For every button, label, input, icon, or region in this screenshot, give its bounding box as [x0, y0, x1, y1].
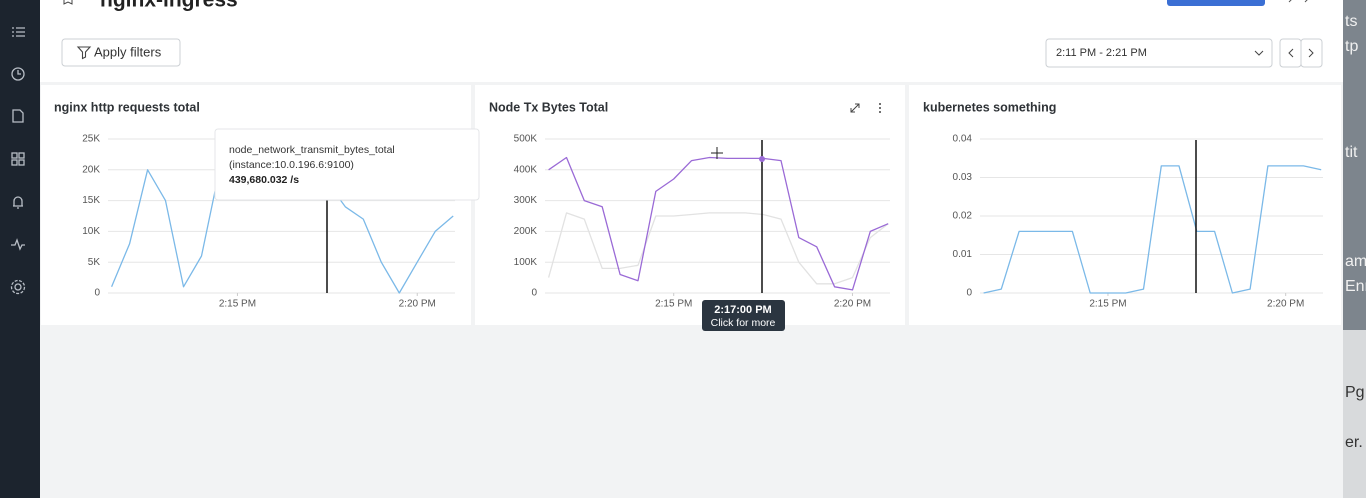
dashboard-title: nginx-ingress — [100, 0, 238, 12]
series-line — [983, 165, 1322, 294]
panel-title: kubernetes something — [923, 100, 1056, 114]
panel-title: nginx http requests total — [54, 100, 200, 114]
y-tick-label: 400K — [514, 164, 538, 175]
panel — [41, 85, 471, 325]
y-tick-label: 0 — [94, 288, 100, 299]
y-tick-label: 100K — [514, 257, 538, 268]
y-tick-label: 0.01 — [953, 249, 973, 260]
cursor-hint: Click for more — [711, 317, 776, 329]
time-picker[interactable] — [1045, 38, 1273, 68]
y-tick-label: 0.02 — [953, 211, 973, 222]
background-fragment: er. — [1345, 434, 1363, 451]
background-fragment: am — [1345, 253, 1366, 270]
star-icon[interactable] — [63, 0, 73, 5]
tooltip-metric: node_network_transmit_bytes_total — [229, 144, 395, 156]
tooltip-value: 439,680.032 /s — [229, 174, 299, 186]
series-line — [547, 212, 889, 285]
filter-icon — [76, 46, 92, 60]
dropdown-caret — [1254, 50, 1264, 56]
background-fragment: ts — [1345, 13, 1357, 30]
background-fragment: Enr — [1345, 278, 1366, 295]
expand-icon[interactable] — [850, 103, 860, 113]
y-tick-label: 15K — [82, 195, 100, 206]
cursor-time: 2:17:00 PM — [714, 304, 771, 316]
x-tick-label: 2:20 PM — [399, 299, 436, 310]
y-tick-label: 25K — [82, 134, 100, 145]
prev-button[interactable] — [1279, 38, 1302, 68]
y-tick-label: 10K — [82, 226, 100, 237]
primary-button[interactable] — [1167, 0, 1265, 6]
mouse-cursor — [711, 147, 723, 159]
menu-icon[interactable] — [879, 103, 881, 113]
series-line — [548, 156, 889, 291]
x-tick-label: 2:20 PM — [834, 299, 871, 310]
background-fragment: tp — [1345, 38, 1358, 55]
background-window — [1343, 330, 1366, 498]
y-tick-label: 5K — [88, 257, 101, 268]
y-tick-label: 0 — [966, 288, 972, 299]
y-tick-label: 0.04 — [953, 134, 973, 145]
tooltip — [214, 128, 480, 201]
hover-point — [759, 156, 765, 162]
next-button[interactable] — [1300, 38, 1323, 68]
background-fragment: Pg — [1345, 384, 1365, 401]
y-tick-label: 500K — [514, 134, 538, 145]
panel — [909, 85, 1341, 325]
charts: 0 5K 10K 15K 20K 25K 2:15 PM 2:20 PM 0 100K 200K 30… — [82, 134, 1323, 310]
x-tick-label: 2:20 PM — [1267, 299, 1304, 310]
sidebar-icons[interactable] — [10, 27, 26, 295]
y-tick-label: 300K — [514, 195, 538, 206]
x-tick-label: 2:15 PM — [655, 299, 692, 310]
panel — [475, 85, 905, 325]
x-tick-label: 2:15 PM — [219, 299, 256, 310]
y-tick-label: 20K — [82, 164, 100, 175]
background-fragment: tit — [1345, 144, 1358, 161]
cursor-tooltip[interactable] — [702, 300, 785, 331]
apply-filters-label: Apply filters — [94, 44, 162, 59]
apply-filters-button[interactable] — [61, 38, 181, 67]
nav-arrows — [1288, 48, 1314, 58]
y-tick-label: 0.03 — [953, 172, 973, 183]
y-tick-label: 200K — [514, 226, 538, 237]
background-text: ts tp tit am Enr Pg er. — [1345, 13, 1366, 451]
y-tick-label: 0 — [531, 288, 537, 299]
tooltip-instance: (instance:10.0.196.6:9100) — [229, 159, 354, 171]
time-range: 2:11 PM - 2:21 PM — [1056, 47, 1147, 59]
x-tick-label: 2:15 PM — [1089, 299, 1126, 310]
header-icons[interactable] — [1288, 0, 1309, 3]
panel-title: Node Tx Bytes Total — [489, 100, 608, 114]
background-window — [1343, 0, 1366, 330]
